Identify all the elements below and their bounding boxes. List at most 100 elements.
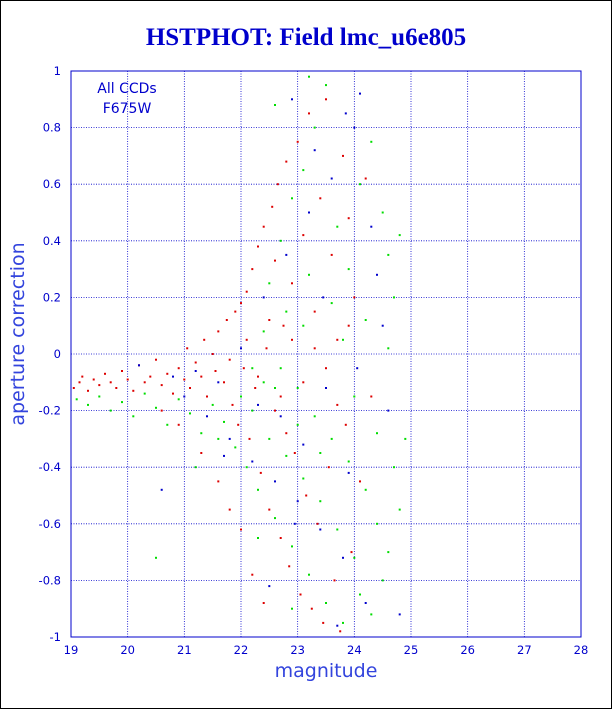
scatter-point: [347, 471, 350, 474]
scatter-point: [299, 593, 302, 596]
scatter-point: [293, 452, 296, 454]
scatter-point: [342, 338, 344, 341]
scatter-point: [291, 282, 293, 285]
scatter-point: [344, 423, 347, 426]
scatter-point: [296, 140, 299, 143]
y-tick-label: 0.4: [43, 234, 61, 248]
scatter-point: [194, 466, 197, 469]
scatter-point: [356, 367, 359, 370]
scatter-point: [330, 437, 333, 440]
scatter-point: [302, 477, 305, 480]
scatter-point: [268, 508, 271, 511]
scatter-point: [342, 154, 344, 157]
scatter-point: [370, 140, 373, 143]
scatter-point: [296, 500, 299, 503]
scatter-point: [217, 480, 220, 483]
scatter-point: [359, 183, 361, 186]
scatter-point: [302, 234, 305, 237]
scatter-point: [265, 347, 268, 350]
scatter-point: [393, 466, 395, 469]
scatter-point: [376, 273, 378, 276]
scatter-point: [160, 384, 163, 387]
scatter-point: [330, 177, 333, 180]
annotation-ccds: All CCDs: [97, 81, 156, 97]
scatter-point: [353, 126, 356, 129]
scatter-point: [359, 480, 361, 483]
x-tick-label: 25: [404, 643, 419, 657]
y-tick-label: 0.2: [43, 290, 61, 304]
scatter-point: [262, 225, 265, 228]
scatter-point: [319, 197, 322, 200]
scatter-point: [282, 324, 285, 327]
x-tick-label: 22: [234, 643, 249, 657]
y-tick-label: -0.4: [39, 460, 61, 474]
scatter-point: [166, 423, 169, 426]
scatter-point: [166, 372, 169, 375]
x-tick-label: 19: [64, 643, 79, 657]
scatter-point: [381, 324, 384, 327]
scatter-point: [183, 378, 186, 381]
scatter-point: [398, 508, 401, 511]
scatter-point: [92, 378, 95, 381]
scatter-point: [240, 347, 242, 350]
scatter-point: [274, 104, 276, 106]
x-axis-label: magnitude: [275, 660, 378, 682]
scatter-point: [302, 324, 305, 327]
scatter-point: [189, 412, 191, 415]
scatter-point: [339, 630, 342, 633]
scatter-point: [121, 370, 123, 372]
scatter-point: [376, 522, 378, 525]
scatter-point: [276, 183, 279, 186]
scatter-point: [274, 480, 276, 483]
scatter-point: [245, 338, 248, 341]
scatter-point: [231, 403, 234, 406]
scatter-point: [353, 556, 356, 559]
scatter-point: [257, 375, 259, 378]
scatter-point: [240, 302, 242, 305]
scatter-point: [259, 471, 262, 474]
x-tick-label: 21: [177, 643, 192, 657]
scatter-point: [308, 573, 310, 576]
scatter-point: [291, 545, 293, 548]
scatter-point: [325, 387, 327, 389]
scatter-point: [257, 537, 259, 539]
scatter-point: [234, 446, 237, 449]
x-tick-label: 24: [347, 643, 362, 657]
scatter-point: [319, 452, 322, 454]
scatter-point: [364, 602, 367, 604]
scatter-point: [398, 234, 401, 237]
scatter-point: [370, 395, 373, 398]
scatter-point: [217, 437, 220, 440]
scatter-point: [262, 381, 265, 384]
scatter-point: [248, 437, 251, 440]
y-tick-label: -0.8: [39, 573, 61, 587]
scatter-point: [322, 296, 325, 299]
scatter-point: [325, 98, 327, 101]
scatter-point: [109, 409, 112, 412]
scatter-point: [279, 395, 282, 398]
scatter-point: [302, 169, 305, 172]
scatter-point: [257, 403, 259, 406]
scatter-point: [322, 621, 325, 624]
x-tick-label: 23: [290, 643, 305, 657]
scatter-point: [347, 217, 350, 220]
scatter-point: [271, 205, 274, 208]
scatter-point: [330, 302, 333, 305]
annotation-filter: F675W: [103, 101, 152, 117]
scatter-point: [268, 282, 271, 285]
x-tick-label: 20: [120, 643, 135, 657]
scatter-point: [308, 112, 310, 115]
scatter-point: [242, 367, 245, 370]
plot-area: [70, 70, 582, 638]
scatter-point: [316, 522, 319, 525]
scatter-point: [177, 423, 180, 426]
scatter-point: [211, 353, 214, 355]
scatter-point: [333, 579, 336, 582]
scatter-point: [308, 211, 310, 214]
scatter-point: [274, 409, 276, 412]
scatter-point: [240, 395, 242, 398]
scatter-point: [234, 310, 237, 313]
scatter-point: [327, 466, 330, 469]
scatter-point: [313, 310, 316, 313]
